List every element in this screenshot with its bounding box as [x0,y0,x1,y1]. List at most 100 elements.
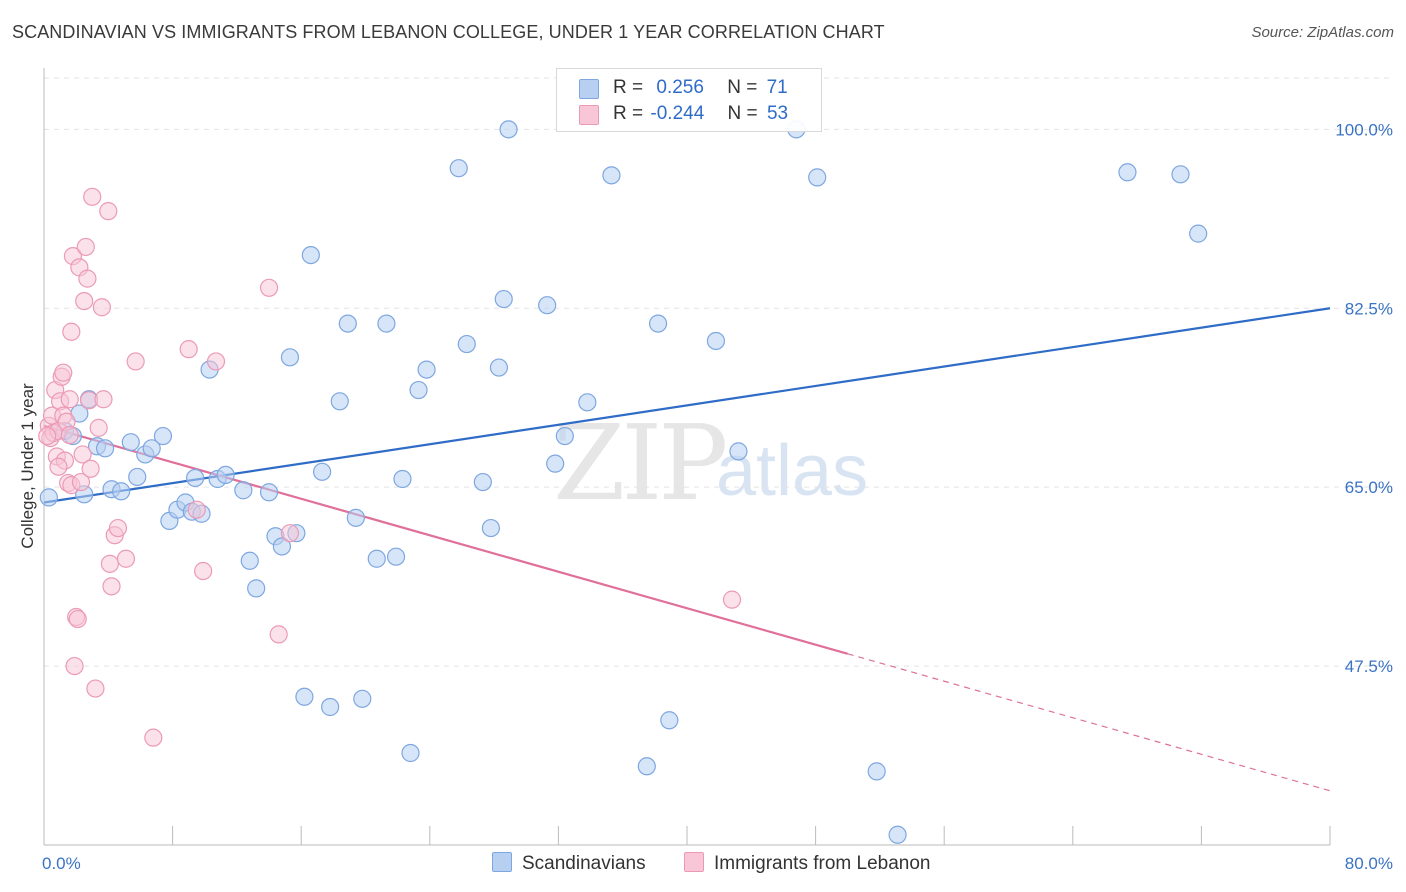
bottom-legend-label: Scandinavians [522,853,646,874]
series-scandinavians-points [39,120,1208,844]
legend-n-value: 71 [766,77,788,98]
data-point-scandinavians [353,689,372,708]
grid-lines [44,77,1393,667]
legend-r-label: R = [613,103,644,124]
data-point-lebanon [722,590,742,609]
data-point-scandinavians [578,393,597,412]
y-tick-label: 100.0% [1335,120,1393,139]
data-point-scandinavians [386,547,406,566]
data-point-scandinavians [330,392,349,411]
data-point-scandinavians [346,508,365,527]
data-point-lebanon [194,561,213,581]
data-point-lebanon [71,472,91,492]
data-point-scandinavians [660,711,679,730]
data-point-lebanon [108,518,128,538]
data-point-lebanon [99,202,118,221]
data-point-scandinavians [637,757,656,776]
data-point-scandinavians [121,433,140,452]
chart-title: SCANDINAVIAN VS IMMIGRANTS FROM LEBANON … [12,22,885,42]
data-point-scandinavians [706,331,726,351]
bottom-legend-swatch-blue [492,852,512,872]
axes [43,68,1331,846]
series-lebanon-points [38,187,742,747]
data-point-lebanon [83,187,102,206]
y-tick-label: 47.5% [1345,657,1393,676]
watermark-zip: ZIP [553,402,728,524]
bottom-legend-label: Immigrants from Lebanon [714,853,931,874]
trend-lines [43,307,1331,792]
data-point-lebanon [49,457,68,476]
legend-r-value: 0.256 [656,77,704,98]
data-point-scandinavians [729,442,748,461]
trend-line-lebanon-extension [847,653,1331,792]
data-point-scandinavians [499,120,518,139]
data-point-scandinavians [1171,165,1190,184]
data-point-lebanon [38,426,57,446]
x-tick-label: 80.0% [1345,854,1393,873]
data-point-scandinavians [648,314,668,333]
data-point-lebanon [62,322,81,341]
data-point-scandinavians [538,296,557,315]
data-point-scandinavians [128,467,147,487]
data-point-scandinavians [473,472,492,492]
data-point-lebanon [126,352,145,371]
data-point-lebanon [86,679,105,698]
data-point-lebanon [179,340,198,359]
data-point-lebanon [116,549,136,568]
data-point-lebanon [92,298,111,317]
data-point-scandinavians [401,743,420,763]
data-point-lebanon [76,237,95,257]
data-point-lebanon [269,625,288,644]
data-point-scandinavians [546,454,565,473]
data-point-lebanon [102,577,121,596]
data-point-scandinavians [494,289,513,309]
data-point-lebanon [68,609,87,629]
data-point-lebanon [89,418,108,437]
data-point-lebanon [60,390,79,409]
data-point-lebanon [94,390,113,409]
data-point-scandinavians [234,481,253,500]
data-point-scandinavians [312,462,332,481]
data-point-scandinavians [95,439,115,458]
data-point-lebanon [100,554,120,573]
data-point-lebanon [259,278,279,297]
data-point-scandinavians [216,465,235,485]
data-point-scandinavians [449,159,468,178]
data-point-scandinavians [1118,163,1137,182]
data-point-lebanon [73,445,92,464]
data-point-scandinavians [272,537,292,556]
data-point-scandinavians [280,348,300,367]
trend-line-scandinavians [43,307,1331,504]
y-tick-label: 82.5% [1345,299,1393,318]
data-point-scandinavians [481,518,500,538]
bottom-legend-lebanon: Immigrants from Lebanon [684,852,931,875]
data-point-scandinavians [417,360,436,379]
data-point-scandinavians [259,483,279,502]
legend-n-label: N = [727,103,758,124]
legend-n-label: N = [727,77,758,98]
legend-swatch-blue [579,79,599,99]
data-point-scandinavians [321,697,340,717]
data-point-scandinavians [602,166,621,185]
data-point-scandinavians [153,426,173,446]
correlation-legend: R = 0.256 N = 71 R = -0.244 N = 53 [556,68,822,132]
x-tick-label: 0.0% [42,854,81,873]
data-point-lebanon [54,363,73,382]
bottom-legend-scandinavians: Scandinavians [492,852,646,875]
data-point-scandinavians [186,468,205,488]
data-point-scandinavians [1189,224,1208,243]
data-point-scandinavians [240,551,259,570]
chart-source: Source: ZipAtlas.com [1251,24,1394,41]
data-point-scandinavians [808,168,827,187]
data-point-scandinavians [393,469,412,489]
data-point-scandinavians [247,579,266,598]
legend-n-value: 53 [766,103,789,124]
data-point-lebanon [60,425,79,445]
legend-r-value: -0.244 [650,103,705,124]
y-tick-label: 65.0% [1345,478,1393,497]
data-point-lebanon [78,269,97,288]
data-point-scandinavians [489,358,509,377]
data-point-scandinavians [867,762,886,781]
data-point-scandinavians [112,482,131,501]
